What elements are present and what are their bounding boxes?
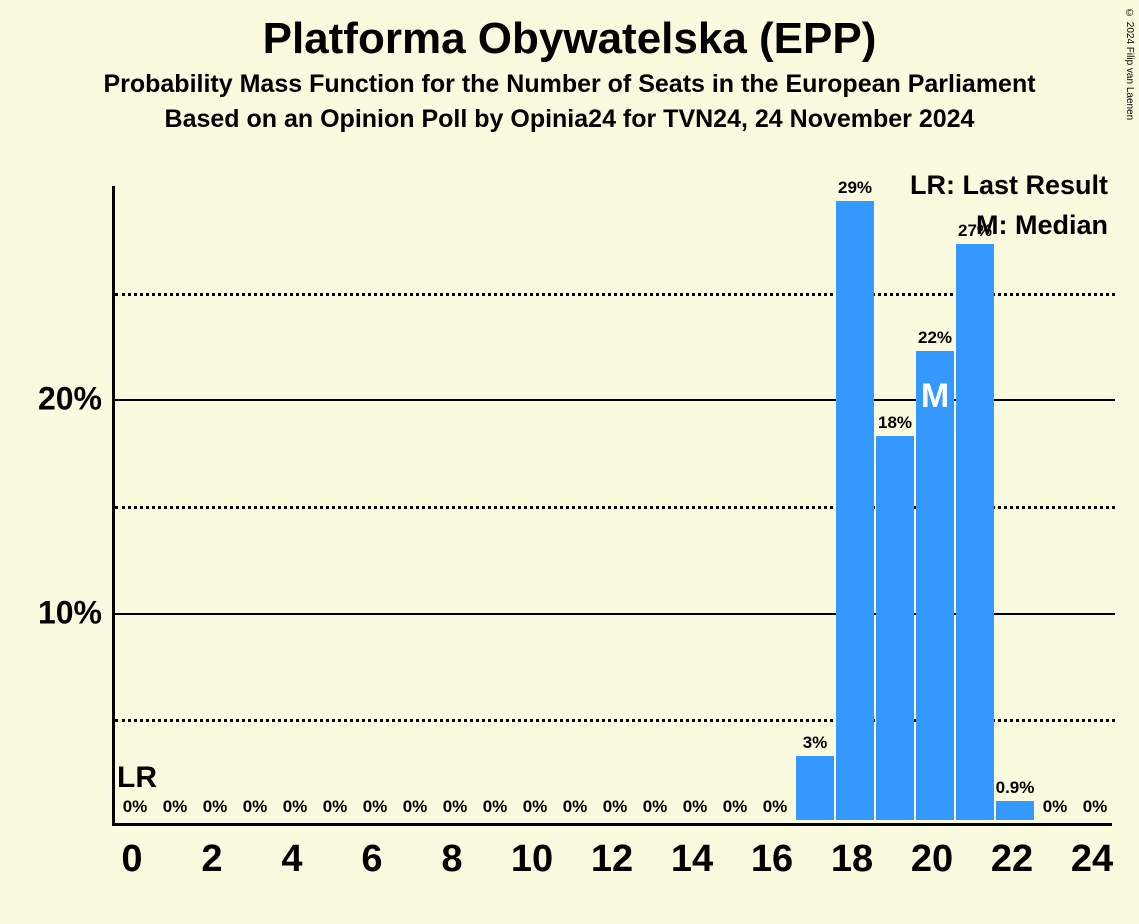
x-axis-tick-label: 14 xyxy=(671,838,713,881)
x-axis-tick-label: 8 xyxy=(441,838,462,881)
plot-region: 0%0%0%0%0%0%0%0%0%0%0%0%0%0%0%0%0%3%29%1… xyxy=(112,186,1112,826)
bar-value-label: 18% xyxy=(878,413,912,433)
bar-value-label: 0% xyxy=(1083,797,1108,817)
median-marker: M xyxy=(921,377,949,416)
x-axis-tick-label: 20 xyxy=(911,838,953,881)
bar xyxy=(916,351,953,820)
bar-value-label: 0.9% xyxy=(996,778,1035,798)
bar-value-label: 29% xyxy=(838,178,872,198)
bar-value-label: 0% xyxy=(643,797,668,817)
bar xyxy=(996,801,1033,820)
chart-container: Platforma Obywatelska (EPP) Probability … xyxy=(0,0,1139,924)
bar-value-label: 0% xyxy=(123,797,148,817)
x-axis-tick-label: 24 xyxy=(1071,838,1113,881)
bar-value-label: 0% xyxy=(763,797,788,817)
x-axis-tick-label: 18 xyxy=(831,838,873,881)
bar-value-label: 0% xyxy=(723,797,748,817)
bar xyxy=(836,201,873,820)
x-axis-tick-label: 6 xyxy=(361,838,382,881)
copyright-text: © 2024 Filip van Laenen xyxy=(1124,8,1135,120)
bar-value-label: 0% xyxy=(523,797,548,817)
x-axis-tick-label: 16 xyxy=(751,838,793,881)
bar-value-label: 0% xyxy=(1043,797,1068,817)
bar xyxy=(956,244,993,820)
x-axis-tick-label: 12 xyxy=(591,838,633,881)
chart-area: 0%0%0%0%0%0%0%0%0%0%0%0%0%0%0%0%0%3%29%1… xyxy=(112,186,1112,826)
legend-lr: LR: Last Result xyxy=(910,170,1108,201)
bar-value-label: 22% xyxy=(918,328,952,348)
bar-value-label: 0% xyxy=(323,797,348,817)
bar xyxy=(876,436,913,820)
bar-value-label: 0% xyxy=(563,797,588,817)
x-axis-tick-label: 10 xyxy=(511,838,553,881)
bar-value-label: 0% xyxy=(403,797,428,817)
bar-value-label: 0% xyxy=(603,797,628,817)
bar xyxy=(796,756,833,820)
x-axis-tick-label: 0 xyxy=(121,838,142,881)
chart-subtitle-2: Based on an Opinion Poll by Opinia24 for… xyxy=(0,105,1139,134)
bar-value-label: 3% xyxy=(803,733,828,753)
bar-value-label: 0% xyxy=(203,797,228,817)
x-axis-tick-label: 4 xyxy=(281,838,302,881)
bar-value-label: 0% xyxy=(163,797,188,817)
bar-value-label: 0% xyxy=(483,797,508,817)
bar-value-label: 0% xyxy=(363,797,388,817)
legend-m: M: Median xyxy=(976,210,1108,241)
bar-value-label: 0% xyxy=(443,797,468,817)
y-axis-tick-label: 10% xyxy=(38,594,102,631)
titles-block: Platforma Obywatelska (EPP) Probability … xyxy=(0,0,1139,134)
chart-title: Platforma Obywatelska (EPP) xyxy=(0,14,1139,64)
x-axis-tick-label: 2 xyxy=(201,838,222,881)
bar-value-label: 0% xyxy=(243,797,268,817)
x-axis-tick-label: 22 xyxy=(991,838,1033,881)
bar-value-label: 0% xyxy=(283,797,308,817)
y-axis-tick-label: 20% xyxy=(38,381,102,418)
chart-subtitle-1: Probability Mass Function for the Number… xyxy=(0,70,1139,99)
bar-value-label: 0% xyxy=(683,797,708,817)
lr-marker: LR xyxy=(117,761,157,795)
